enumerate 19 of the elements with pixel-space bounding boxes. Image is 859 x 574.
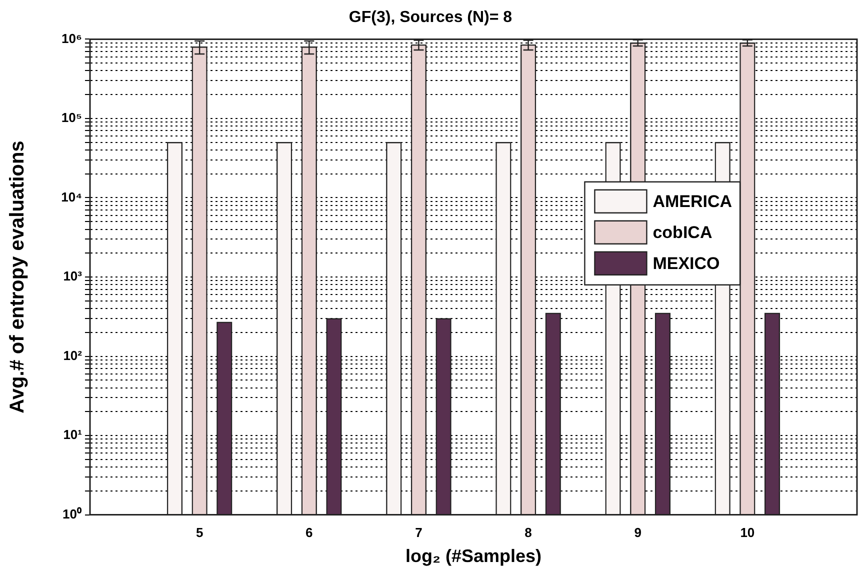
chart-title: GF(3), Sources (N)= 8 [348,9,512,26]
legend-label: AMERICA [652,192,732,212]
y-tick-label: 10³ [63,268,83,284]
y-tick-label: 10⁴ [61,189,82,204]
x-axis-title: log₂ (#Samples) [405,546,542,566]
y-tick-label: 10⁰ [62,506,82,522]
x-tick-label: 8 [524,525,532,540]
y-tick-label: 10² [63,348,83,363]
legend-label: cobICA [652,223,712,242]
legend-label: MEXICO [652,254,720,274]
y-axis-title: Avg.# of entropy evaluations [6,140,29,414]
x-tick-label: 9 [634,525,642,540]
y-tick-label: 10¹ [63,427,82,442]
y-tick-label: 10⁶ [62,30,82,46]
x-tick-label: 7 [415,525,422,540]
y-tick-label: 10⁵ [61,110,82,126]
x-tick-label: 6 [306,525,313,540]
x-tick-label: 5 [196,525,204,540]
x-tick-label: 10 [740,525,755,540]
